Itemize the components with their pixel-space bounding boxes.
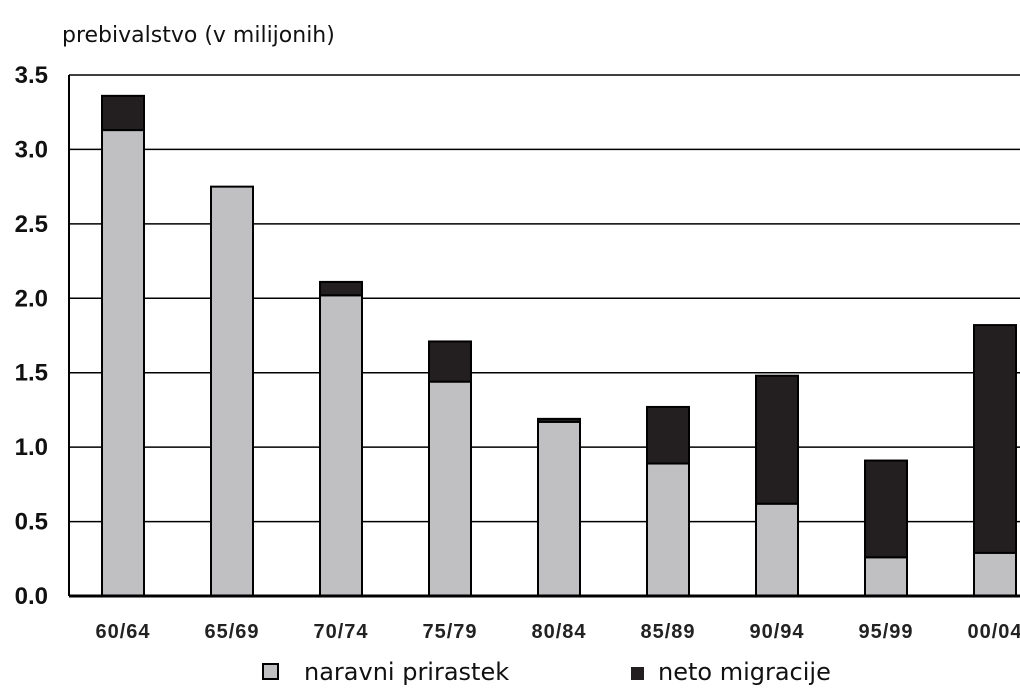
legend-label-neto-migracije: neto migracije	[658, 658, 831, 686]
y-tick-label: 1.0	[15, 434, 48, 461]
x-tick-label: 95/99	[858, 621, 913, 643]
bar-neto-migracije	[973, 324, 1017, 554]
legend-swatch-neto-migracije	[631, 667, 644, 680]
bar-neto-migracije	[755, 374, 799, 505]
x-tick-label: 75/79	[422, 621, 477, 643]
y-tick-label: 3.5	[15, 62, 48, 89]
legend-label-naravni-prirastek: naravni prirastek	[304, 658, 509, 686]
y-tick-label: 1.5	[15, 360, 48, 387]
bar-neto-migracije	[101, 94, 145, 132]
bar-neto-migracije	[537, 417, 581, 423]
bar-naravni-prirastek	[210, 185, 254, 597]
bar-naravni-prirastek	[101, 129, 145, 597]
x-tick-label: 90/94	[749, 621, 804, 643]
bar-neto-migracije	[319, 280, 363, 297]
bar-naravni-prirastek	[973, 551, 1017, 597]
x-tick-label: 00/04	[967, 621, 1020, 643]
x-tick-label: 80/84	[531, 621, 586, 643]
bar-naravni-prirastek	[319, 294, 363, 597]
x-tick-label: 85/89	[640, 621, 695, 643]
bar-naravni-prirastek	[428, 380, 472, 597]
x-tick-labels: 60/64 65/69 70/74 75/79 80/84 85/89 90/94 95/99…	[95, 621, 1020, 643]
x-tick-label: 70/74	[313, 621, 368, 643]
x-tick-label: 60/64	[95, 621, 150, 643]
bars	[101, 94, 1017, 598]
x-tick-label: 65/69	[204, 621, 259, 643]
bar-neto-migracije	[428, 340, 472, 383]
bar-naravni-prirastek	[537, 420, 581, 597]
bar-neto-migracije	[864, 459, 908, 559]
y-axis-label: prebivalstvo (v milijonih)	[62, 23, 335, 48]
bar-naravni-prirastek	[864, 556, 908, 597]
legend-swatch-naravni-prirastek	[262, 663, 279, 680]
bar-naravni-prirastek	[755, 502, 799, 597]
y-tick-label: 3.0	[15, 136, 48, 163]
y-tick-label: 2.0	[15, 285, 48, 312]
bar-neto-migracije	[646, 405, 690, 465]
legend: naravni prirastek neto migracije	[262, 658, 831, 686]
y-tick-label: 0.5	[15, 509, 48, 536]
bar-naravni-prirastek	[646, 462, 690, 598]
y-tick-label: 2.5	[15, 211, 48, 238]
y-tick-label: 0.0	[15, 583, 48, 610]
y-tick-labels: 0.0 0.5 1.0 1.5 2.0 2.5 3.0 3.5	[15, 62, 48, 610]
